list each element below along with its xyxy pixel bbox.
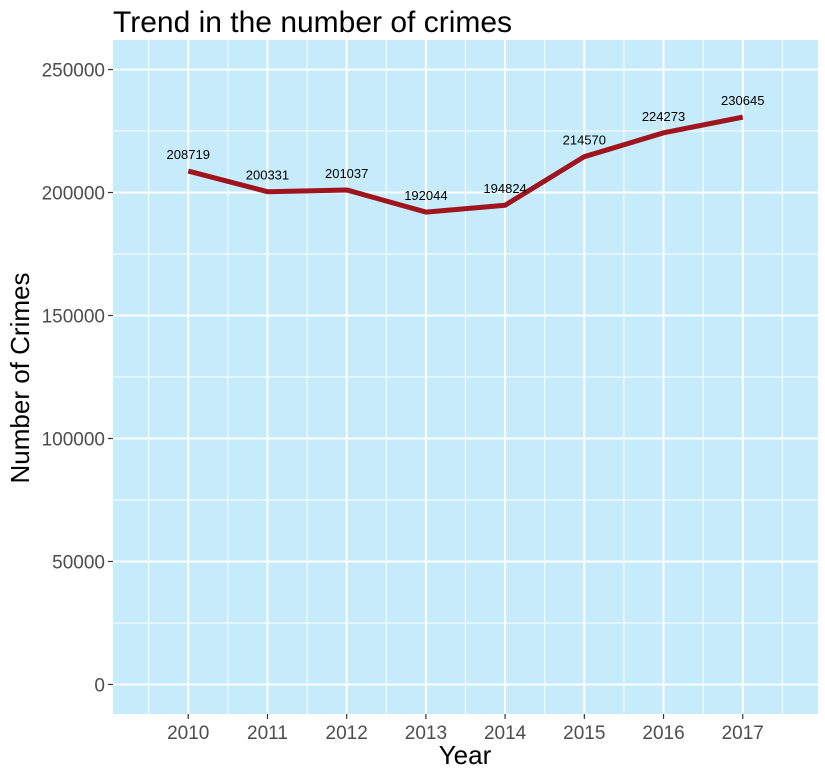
x-axis-title: Year bbox=[439, 740, 492, 770]
data-label: 208719 bbox=[167, 147, 210, 162]
y-tick-label: 150000 bbox=[42, 307, 105, 328]
data-label: 214570 bbox=[563, 133, 606, 148]
x-tick-label: 2015 bbox=[563, 723, 605, 744]
y-tick-label: 0 bbox=[94, 675, 105, 696]
y-tick-label: 100000 bbox=[42, 429, 105, 450]
chart-title: Trend in the number of crimes bbox=[113, 6, 512, 39]
data-label: 200331 bbox=[246, 168, 289, 183]
y-tick-label: 250000 bbox=[42, 61, 105, 82]
x-tick-label: 2017 bbox=[722, 723, 764, 744]
data-labels: 208719 200331 201037 192044 194824 214570 2242… bbox=[167, 93, 765, 203]
y-axis-title: Number of Crimes bbox=[5, 273, 35, 484]
data-label: 201037 bbox=[325, 166, 368, 181]
data-label: 194824 bbox=[483, 181, 526, 196]
data-label: 224273 bbox=[642, 109, 685, 124]
y-tick-label: 200000 bbox=[42, 184, 105, 205]
x-tick-label: 2011 bbox=[247, 723, 288, 744]
series-line bbox=[187, 114, 744, 215]
x-tick-label: 2016 bbox=[642, 723, 684, 744]
x-tick-label: 2010 bbox=[167, 723, 209, 744]
x-tick-label: 2012 bbox=[326, 723, 368, 744]
data-label: 230645 bbox=[721, 93, 764, 108]
data-label: 192044 bbox=[404, 188, 447, 203]
series-layer bbox=[187, 114, 744, 215]
x-tick-label: 2014 bbox=[484, 723, 527, 744]
grid-lines bbox=[113, 40, 818, 714]
y-axis-ticks: 0 50000 100000 150000 200000 250000 bbox=[42, 61, 113, 696]
x-axis-ticks: 2010 2011 2012 2013 2014 2015 2016 2017 bbox=[167, 714, 764, 744]
y-tick-label: 50000 bbox=[52, 552, 105, 573]
x-tick-label: 2013 bbox=[405, 723, 447, 744]
